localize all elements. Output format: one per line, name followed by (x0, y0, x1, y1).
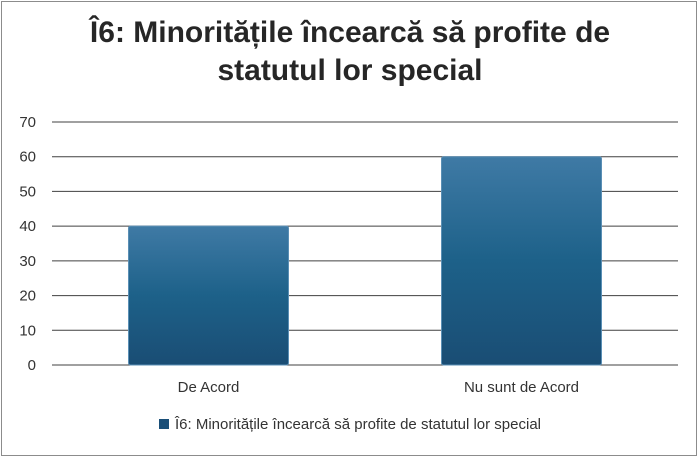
y-tick-label: 70 (19, 114, 36, 131)
legend-swatch (158, 419, 169, 429)
legend-label: Î6: Minoritățile încearcă să profite de … (174, 416, 541, 433)
y-tick-label: 40 (19, 218, 36, 235)
legend: Î6: Minoritățile încearcă să profite de … (0, 416, 700, 433)
chart-title: Î6: Minoritățile încearcă să profite de … (0, 14, 700, 90)
bar-de-acord (128, 225, 289, 366)
y-axis-ticks: 0 10 20 30 40 50 60 70 (19, 114, 36, 374)
y-tick-label: 0 (28, 357, 36, 374)
y-tick-label: 60 (19, 149, 36, 166)
x-axis-ticks: De Acord Nu sunt de Acord (178, 379, 579, 396)
y-tick-label: 30 (19, 253, 36, 270)
chart-title-line-1: Î6: Minoritățile încearcă să profite de (89, 16, 611, 49)
x-tick-label: De Acord (178, 379, 240, 396)
bar-nu-sunt-de-acord (441, 156, 602, 366)
y-tick-label: 10 (19, 322, 36, 339)
bars (128, 156, 602, 366)
y-tick-label: 50 (19, 183, 36, 200)
chart-title-line-2: statutul lor special (217, 54, 483, 87)
x-tick-label: Nu sunt de Acord (464, 379, 579, 396)
y-tick-label: 20 (19, 288, 36, 305)
